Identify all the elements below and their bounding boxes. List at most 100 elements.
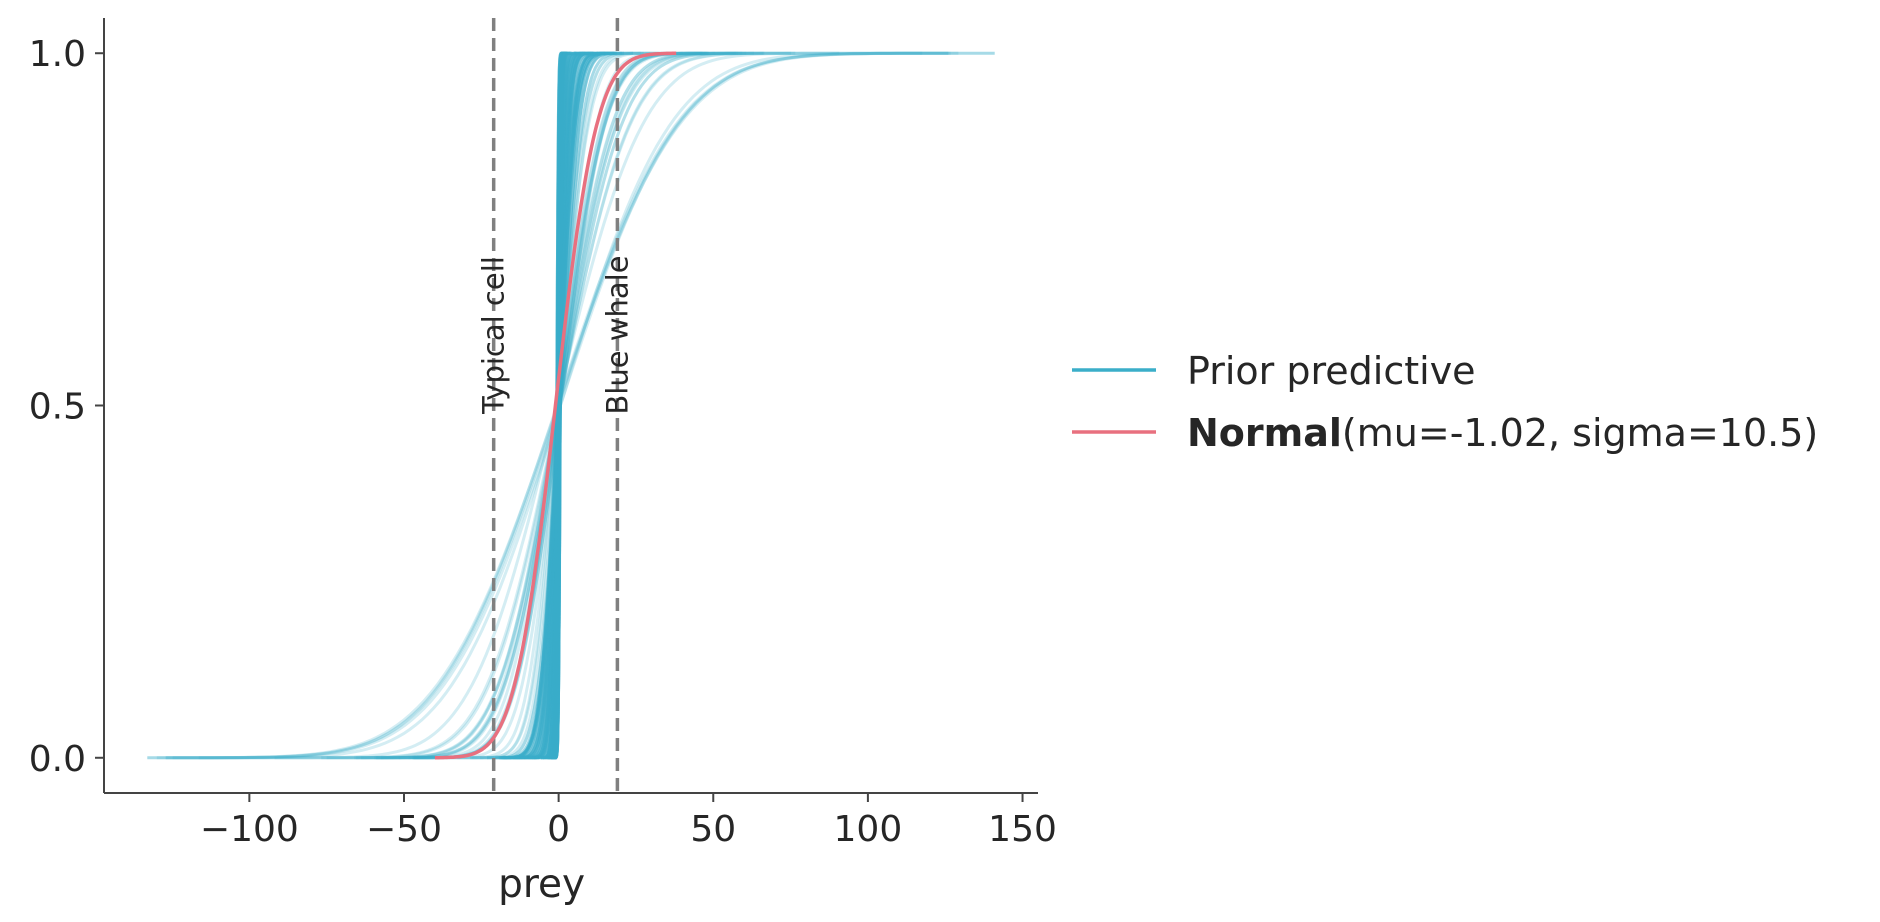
prior-predictive-curve [551, 51, 565, 760]
prior-predictive-curve [552, 51, 565, 760]
prior-predictive-curve [356, 51, 764, 760]
prior-predictive-curve [545, 51, 573, 760]
prior-predictive-curve [495, 51, 625, 760]
prior-predictive-curve [546, 51, 569, 760]
prior-predictive-curve [529, 51, 592, 760]
prior-predictive-curve [550, 51, 567, 760]
prior-predictive-curve [549, 51, 567, 760]
prior-predictive-curve [547, 51, 569, 760]
y-tick-label: 0.5 [29, 387, 86, 428]
prior-predictive-curve [551, 51, 564, 760]
prior-predictive-curve [552, 51, 566, 760]
prior-predictive-curve [548, 51, 567, 760]
prior-predictive-curve [550, 51, 566, 760]
reference-line-label: Blue whale [600, 255, 634, 414]
prior-predictive-curve [540, 51, 577, 760]
prior-predictive-curve [509, 51, 607, 760]
prior-predictive-curve [517, 51, 599, 760]
prior-predictive-curve [540, 51, 577, 760]
prior-predictive-curve [534, 51, 586, 760]
prior-predictive-curve [527, 51, 593, 760]
prior-predictive-curve [545, 51, 574, 760]
prior-predictive-curve [542, 51, 572, 760]
prior-predictive-curves [147, 51, 995, 760]
prior-predictive-curve [513, 51, 607, 760]
prior-predictive-curve [549, 51, 568, 760]
prior-predictive-curve [487, 51, 634, 760]
prior-predictive-curve [321, 51, 796, 760]
prior-predictive-curve [551, 51, 566, 760]
normal-cdf-line [434, 51, 677, 760]
legend-label-prior-predictive: Prior predictive [1187, 349, 1476, 393]
prior-predictive-curve [513, 51, 604, 760]
prior-predictive-curve [198, 51, 923, 760]
prior-predictive-curve [523, 51, 594, 760]
prior-predictive-curve [550, 51, 569, 760]
prior-predictive-curve [550, 51, 567, 760]
prior-predictive-curve [480, 51, 641, 760]
prior-predictive-curve [534, 51, 582, 760]
x-tick-label: 0 [547, 809, 570, 850]
prior-predictive-curve [553, 51, 566, 760]
axes: −100 −50 0 50 100 150 0.0 0.5 1.0 [29, 18, 1057, 850]
prior-predictive-curve [471, 51, 644, 760]
prior-predictive-curve [552, 51, 567, 760]
prior-predictive-curve [553, 51, 568, 760]
prior-predictive-curve [554, 51, 567, 760]
prior-predictive-curve [552, 51, 567, 760]
prior-predictive-curve [554, 51, 567, 760]
prior-predictive-curve [498, 51, 623, 760]
prior-predictive-curve [531, 51, 587, 760]
prior-predictive-curve [551, 51, 566, 760]
prior-predictive-curve [547, 51, 568, 760]
prior-predictive-curve [470, 51, 651, 760]
prior-predictive-curve [500, 51, 616, 760]
prior-predictive-curve [538, 51, 583, 760]
prior-predictive-curve [553, 51, 567, 760]
prior-predictive-curve [457, 51, 659, 760]
y-tick-label: 0.0 [29, 739, 86, 780]
prior-predictive-curve [533, 51, 587, 760]
prior-predictive-curve [544, 51, 571, 760]
prior-predictive-curve [354, 51, 765, 760]
prior-predictive-curve [529, 51, 585, 760]
prior-predictive-curve [166, 51, 951, 760]
prior-predictive-curve [553, 51, 567, 760]
prior-predictive-curve [522, 51, 594, 760]
reference-line-label: Typical cell [477, 256, 511, 415]
x-axis-label: prey [498, 862, 585, 907]
prior-predictive-curve [534, 51, 581, 760]
prior-predictive-curve [553, 51, 567, 760]
x-tick-label: −50 [366, 809, 442, 850]
prior-predictive-curve [528, 51, 590, 760]
x-tick-label: −100 [200, 809, 299, 850]
prior-predictive-curve [501, 51, 617, 760]
prior-predictive-curve [552, 51, 566, 760]
prior-predictive-curve [551, 51, 564, 760]
legend-label-normal: Normal(mu=-1.02, sigma=10.5) [1187, 411, 1818, 455]
prior-predictive-curve [512, 51, 606, 760]
prior-predictive-curve [553, 51, 567, 760]
legend-label-normal-bold: Normal [1187, 411, 1342, 455]
prior-predictive-curve [503, 51, 614, 760]
prior-predictive-curve [528, 51, 589, 760]
reference-lines: Typical cell Blue whale [477, 18, 634, 793]
prior-predictive-curve [524, 51, 594, 760]
prior-predictive-curve [550, 51, 564, 760]
prior-predictive-curve [541, 51, 576, 760]
prior-predictive-curve [552, 51, 565, 760]
prior-predictive-curve [552, 51, 567, 760]
prior-predictive-curve [551, 51, 567, 760]
prior-predictive-curve [549, 51, 572, 760]
prior-predictive-curve [550, 51, 568, 760]
prior-predictive-curve [550, 51, 566, 760]
x-tick-label: 150 [988, 809, 1057, 850]
prior-predictive-curve [548, 51, 569, 760]
prior-predictive-curve [502, 51, 614, 760]
prior-predictive-curve [156, 51, 959, 760]
prior-predictive-curve [547, 51, 568, 760]
prior-predictive-curve [172, 51, 948, 760]
prior-predictive-curve [551, 51, 564, 760]
x-tick-label: 50 [690, 809, 736, 850]
